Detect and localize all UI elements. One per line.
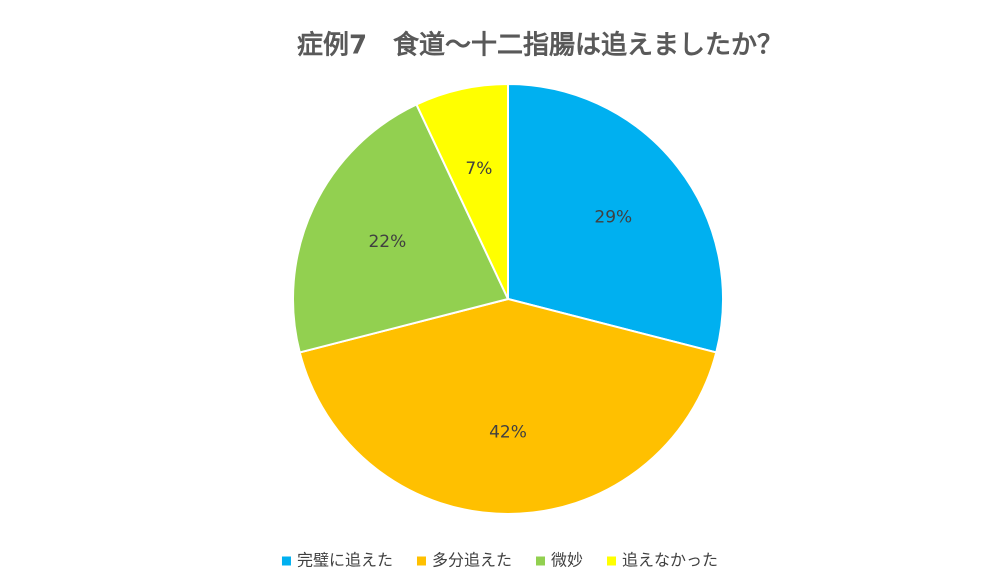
legend-swatch	[416, 556, 426, 566]
legend-label: 多分追えた	[432, 551, 512, 570]
pie-slice	[298, 297, 718, 515]
legend-swatch	[281, 556, 291, 566]
pie-slice	[507, 82, 724, 354]
data-label: 42%	[489, 422, 527, 442]
pie-slice	[415, 82, 509, 300]
pie-slice	[292, 103, 510, 354]
data-label: 29%	[594, 207, 632, 227]
legend-label: 完璧に追えた	[297, 551, 393, 570]
legend-swatch	[536, 556, 545, 566]
data-label: 7%	[465, 159, 492, 179]
data-label: 22%	[368, 232, 406, 252]
legend-swatch	[607, 556, 617, 566]
legend-label: 追えなかった	[622, 551, 718, 570]
legend-label: 微妙	[551, 551, 583, 570]
chart-title: 症例7 食道〜十二指腸は追えましたか？	[297, 30, 783, 61]
